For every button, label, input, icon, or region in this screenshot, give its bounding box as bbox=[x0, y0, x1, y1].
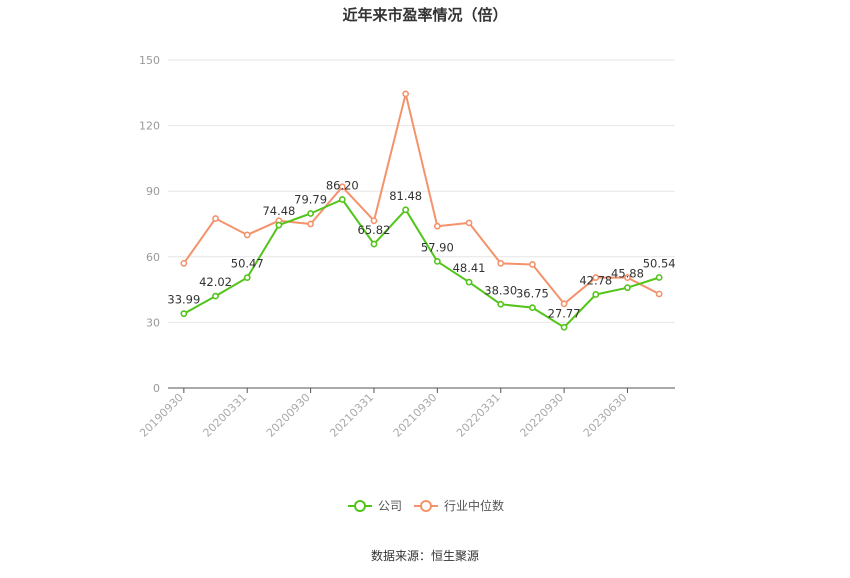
industry-median-point bbox=[180, 259, 188, 267]
x-tick-label: 20220930 bbox=[517, 391, 566, 440]
x-tick-label: 20190930 bbox=[137, 391, 186, 440]
legend-item-company[interactable]: 公司 bbox=[348, 499, 402, 513]
series-layer bbox=[180, 90, 663, 331]
company-point bbox=[560, 323, 568, 331]
company-point bbox=[465, 278, 473, 286]
legend-item-industry-median[interactable]: 行业中位数 bbox=[414, 498, 504, 513]
x-tick-label: 20210930 bbox=[391, 391, 440, 440]
series-line-industry-median bbox=[182, 92, 660, 305]
industry-median-point bbox=[465, 219, 473, 227]
industry-median-point bbox=[529, 261, 536, 268]
industry-median-point bbox=[560, 300, 568, 308]
industry-median-point bbox=[592, 274, 600, 281]
y-axis: 0 30 60 90 120 150 bbox=[139, 54, 160, 395]
company-data-label: 50.54 bbox=[643, 256, 676, 270]
x-tick-label: 20230630 bbox=[581, 391, 630, 440]
x-axis: 20190930 20200331 20200930 20210331 20210930… bbox=[137, 387, 675, 440]
industry-median-point bbox=[655, 290, 663, 298]
industry-median-point bbox=[624, 274, 631, 281]
company-data-label: 57.90 bbox=[421, 240, 454, 254]
company-data-label: 48.41 bbox=[453, 261, 486, 275]
company-data-label: 86.20 bbox=[326, 179, 359, 193]
x-tick-label: 20200930 bbox=[264, 391, 313, 440]
company-data-label: 45.88 bbox=[611, 267, 644, 281]
company-point bbox=[243, 274, 251, 282]
company-point bbox=[624, 284, 631, 292]
y-tick-label: 90 bbox=[146, 185, 160, 198]
legend-company-marker bbox=[354, 500, 366, 512]
y-tick-label: 150 bbox=[139, 54, 160, 67]
x-tick-label: 20220331 bbox=[454, 391, 503, 440]
company-data-label: 79.79 bbox=[294, 193, 327, 207]
legend-industry-label: 行业中位数 bbox=[444, 498, 504, 513]
industry-median-point bbox=[370, 217, 378, 225]
company-point bbox=[180, 310, 188, 318]
industry-median-point bbox=[402, 90, 410, 98]
company-data-label: 42.78 bbox=[579, 273, 612, 287]
company-data-label: 50.47 bbox=[231, 257, 264, 271]
company-point bbox=[275, 221, 283, 229]
company-data-label: 42.02 bbox=[199, 275, 232, 289]
y-tick-label: 30 bbox=[146, 316, 160, 329]
series-line-company bbox=[183, 198, 660, 329]
industry-median-point bbox=[307, 220, 314, 228]
industry-median-point bbox=[497, 259, 505, 267]
legend-company-label: 公司 bbox=[378, 499, 402, 513]
legend: 公司 行业中位数 bbox=[348, 498, 504, 513]
y-tick-label: 120 bbox=[139, 120, 160, 133]
chart-title: 近年来市盈率情况（倍） bbox=[342, 6, 507, 24]
y-tick-label: 0 bbox=[153, 382, 160, 395]
legend-industry-marker bbox=[420, 500, 432, 512]
company-data-label: 27.77 bbox=[548, 306, 581, 320]
company-point bbox=[529, 304, 536, 312]
company-point bbox=[307, 210, 314, 217]
company-point bbox=[212, 292, 219, 300]
x-tick-label: 20200331 bbox=[201, 391, 250, 440]
industry-median-point bbox=[243, 231, 251, 239]
source-note: 数据来源：恒生聚源 bbox=[371, 548, 479, 563]
company-data-label: 33.99 bbox=[167, 293, 200, 307]
company-point bbox=[338, 196, 346, 203]
company-point bbox=[433, 257, 441, 265]
company-data-label: 36.75 bbox=[516, 287, 549, 301]
y-tick-label: 60 bbox=[146, 251, 160, 264]
industry-median-point bbox=[338, 183, 346, 191]
industry-median-point bbox=[433, 222, 441, 230]
company-data-label: 38.30 bbox=[484, 283, 517, 297]
industry-median-point bbox=[212, 215, 219, 222]
company-point bbox=[592, 291, 600, 298]
company-data-label: 74.48 bbox=[262, 204, 295, 218]
company-data-label: 65.82 bbox=[358, 223, 391, 237]
company-point bbox=[402, 206, 410, 214]
company-point bbox=[497, 300, 505, 308]
company-point bbox=[655, 274, 663, 281]
company-data-label: 81.48 bbox=[389, 189, 422, 203]
x-tick-label: 20210331 bbox=[327, 391, 376, 440]
gridlines bbox=[168, 59, 675, 323]
company-point bbox=[370, 240, 378, 248]
